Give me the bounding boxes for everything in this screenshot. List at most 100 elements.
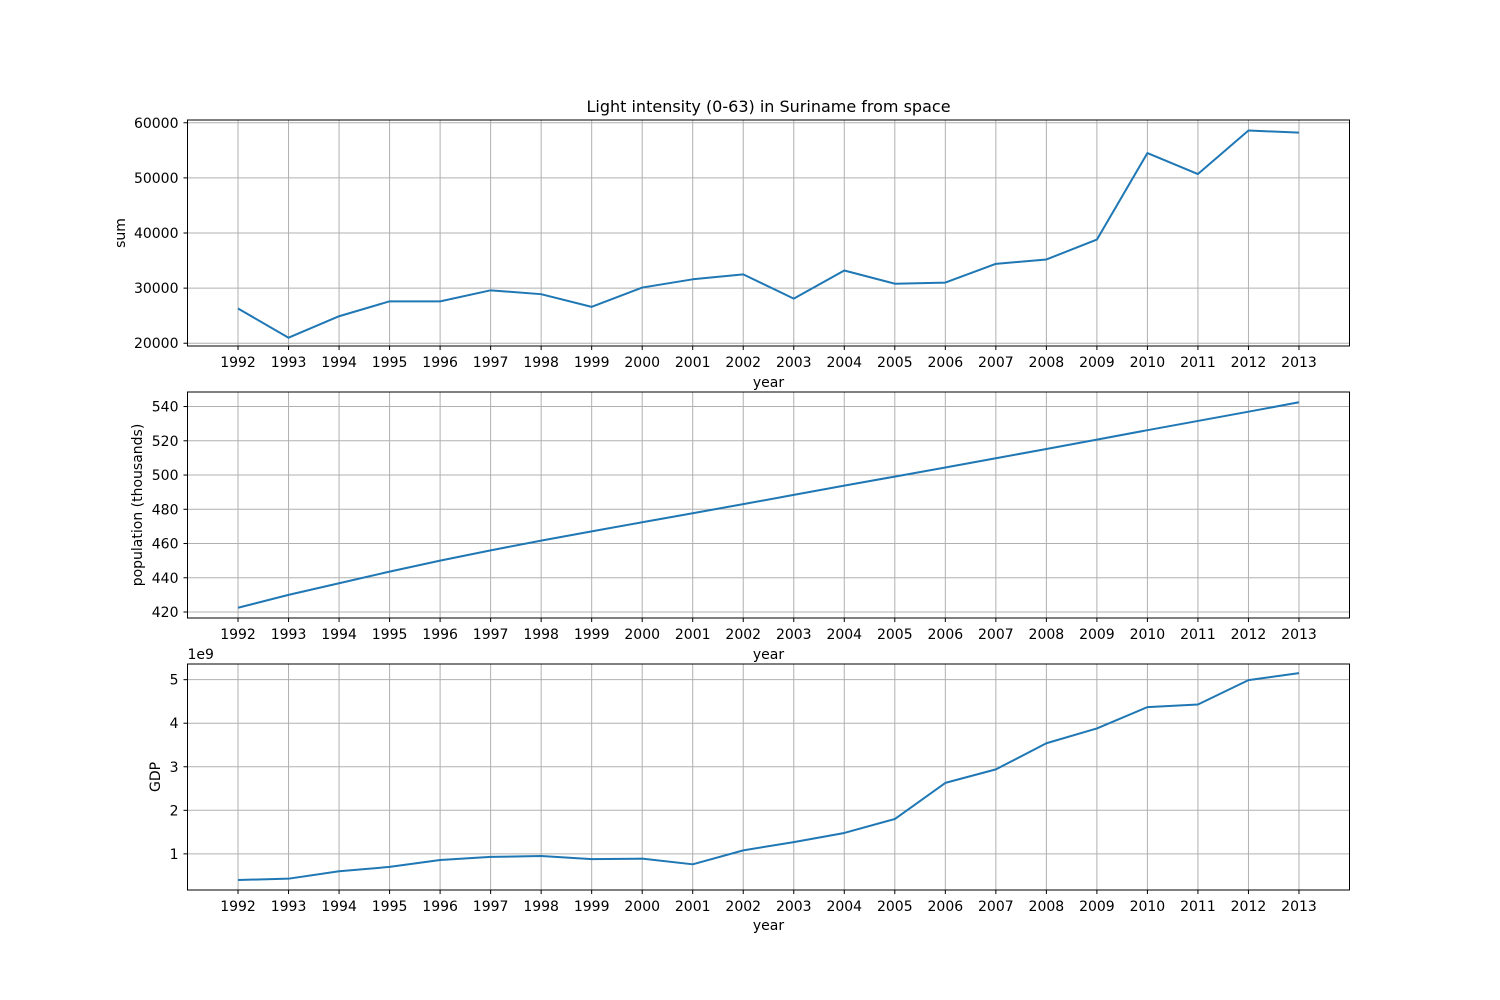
y-ticks: 1 2 3 4 5: [170, 673, 188, 863]
chart-panel-light: Light intensity (0-63) in Suriname from …: [113, 97, 1350, 391]
chart-title: Light intensity (0-63) in Suriname from …: [586, 97, 950, 116]
y-axis-label: population (thousands): [130, 424, 146, 587]
x-tick-label: 1994: [321, 355, 357, 371]
x-tick-label: 1995: [372, 899, 408, 915]
x-tick-label: 1995: [372, 355, 408, 371]
y-axis-label: GDP: [148, 762, 164, 792]
x-tick-label: 2008: [1029, 899, 1065, 915]
x-tick-label: 1993: [271, 627, 307, 643]
x-tick-label: 2001: [675, 355, 711, 371]
y-tick-label: 60000: [134, 116, 179, 132]
x-tick-label: 2007: [978, 899, 1014, 915]
x-tick-label: 1997: [473, 627, 509, 643]
grid: [187, 120, 1350, 346]
x-tick-label: 1994: [321, 899, 357, 915]
x-tick-label: 1996: [422, 899, 458, 915]
x-tick-label: 2004: [826, 627, 862, 643]
x-tick-label: 1998: [523, 899, 559, 915]
x-tick-label: 1997: [473, 899, 509, 915]
x-tick-label: 2012: [1231, 627, 1267, 643]
x-tick-label: 2013: [1281, 627, 1317, 643]
x-tick-label: 1999: [574, 899, 610, 915]
series-line: [237, 129, 1300, 339]
y-tick-label: 460: [152, 537, 179, 553]
x-tick-label: 2003: [776, 627, 812, 643]
x-tick-label: 1996: [422, 355, 458, 371]
x-tick-label: 2009: [1079, 627, 1115, 643]
y-tick-label: 50000: [134, 171, 179, 187]
x-tick-label: 2004: [826, 355, 862, 371]
x-tick-label: 2005: [877, 627, 913, 643]
chart-panel-population: 1992 1993 1994 1995 1996 1997 1998 1999 2000 2001…: [130, 391, 1350, 663]
x-tick-label: 2000: [624, 899, 660, 915]
series-polyline: [237, 672, 1300, 881]
x-tick-label: 1999: [574, 355, 610, 371]
series-line: [237, 401, 1300, 609]
x-tick-label: 2008: [1029, 355, 1065, 371]
x-axis-label: year: [753, 918, 784, 934]
x-tick-label: 1993: [271, 355, 307, 371]
y-ticks: 20000 30000 40000 50000 60000: [134, 116, 188, 352]
x-tick-label: 2002: [725, 899, 761, 915]
x-tick-label: 1999: [574, 627, 610, 643]
y-tick-label: 2: [170, 803, 179, 819]
y-tick-label: 500: [152, 468, 179, 484]
x-tick-label: 2005: [877, 899, 913, 915]
series-line: [237, 672, 1300, 881]
x-tick-label: 2011: [1180, 627, 1216, 643]
series-polyline: [237, 401, 1300, 609]
chart-panel-gdp: 1992 1993 1994 1995 1996 1997 1998 1999 2000 2001…: [148, 647, 1350, 934]
y-tick-label: 520: [152, 434, 179, 450]
x-tick-label: 2009: [1079, 355, 1115, 371]
x-tick-label: 2002: [725, 355, 761, 371]
x-tick-label: 1992: [220, 899, 256, 915]
series-polyline: [237, 129, 1300, 339]
x-tick-label: 2010: [1130, 355, 1166, 371]
x-tick-label: 1997: [473, 355, 509, 371]
x-tick-label: 2012: [1231, 899, 1267, 915]
x-ticks: 1992 1993 1994 1995 1996 1997 1998 1999 2000 2001…: [220, 890, 1317, 915]
grid: [187, 392, 1350, 618]
y-ticks: 420 440 460 480 500 520 540: [152, 400, 188, 621]
x-tick-label: 2005: [877, 355, 913, 371]
x-tick-label: 1996: [422, 627, 458, 643]
x-tick-label: 2000: [624, 627, 660, 643]
x-tick-label: 2003: [776, 355, 812, 371]
x-tick-label: 1993: [271, 899, 307, 915]
x-tick-label: 2002: [725, 627, 761, 643]
x-tick-label: 2010: [1130, 899, 1166, 915]
x-tick-label: 2001: [675, 627, 711, 643]
x-tick-label: 1992: [220, 355, 256, 371]
plot-frame: [187, 391, 1350, 619]
x-tick-label: 2013: [1281, 355, 1317, 371]
y-tick-label: 40000: [134, 226, 179, 242]
x-tick-label: 2007: [978, 355, 1014, 371]
grid: [187, 664, 1350, 890]
x-tick-label: 2010: [1130, 627, 1166, 643]
x-tick-label: 2013: [1281, 899, 1317, 915]
y-tick-label: 440: [152, 571, 179, 587]
x-axis-label: year: [753, 647, 784, 663]
x-tick-label: 2006: [928, 355, 964, 371]
x-tick-label: 2000: [624, 355, 660, 371]
x-tick-label: 2003: [776, 899, 812, 915]
y-tick-label: 480: [152, 502, 179, 518]
x-tick-label: 1998: [523, 627, 559, 643]
plot-frame: [187, 663, 1350, 891]
x-axis-label: year: [753, 375, 784, 391]
y-tick-label: 3: [170, 760, 179, 776]
x-tick-label: 2008: [1029, 627, 1065, 643]
x-tick-label: 2012: [1231, 355, 1267, 371]
x-tick-label: 2011: [1180, 899, 1216, 915]
x-tick-label: 1998: [523, 355, 559, 371]
x-tick-label: 2006: [928, 899, 964, 915]
y-tick-label: 4: [170, 716, 179, 732]
y-tick-label: 420: [152, 605, 179, 621]
x-tick-label: 1994: [321, 627, 357, 643]
x-tick-label: 2011: [1180, 355, 1216, 371]
x-tick-label: 2009: [1079, 899, 1115, 915]
y-axis-label: sum: [113, 218, 129, 248]
x-ticks: 1992 1993 1994 1995 1996 1997 1998 1999 2000 2001…: [220, 346, 1317, 371]
x-tick-label: 1992: [220, 627, 256, 643]
